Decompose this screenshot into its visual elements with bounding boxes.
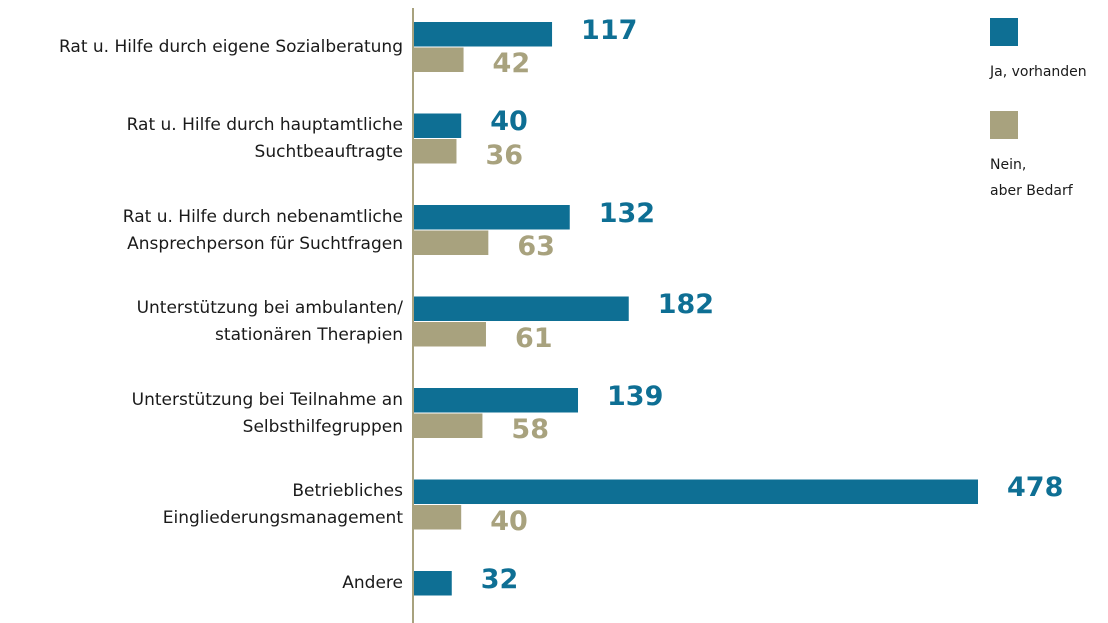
value-label: 63 bbox=[517, 231, 555, 263]
bar bbox=[414, 479, 978, 504]
bar bbox=[414, 505, 462, 530]
value-label: 36 bbox=[485, 139, 524, 171]
value-label: 139 bbox=[607, 380, 664, 412]
value-label: 42 bbox=[492, 48, 531, 80]
value-label: 40 bbox=[490, 106, 528, 138]
category-label: Unterstützung bei Teilnahme an Selbsthil… bbox=[131, 389, 403, 437]
category-label: Rat u. Hilfe durch hauptamtliche Suchtbe… bbox=[126, 115, 403, 162]
bar bbox=[414, 571, 452, 596]
legend-label: Ja, vorhanden bbox=[990, 64, 1087, 80]
value-label: 478 bbox=[1007, 472, 1064, 504]
legend-label: Nein, aber Bedarf bbox=[990, 157, 1073, 199]
category-label: Andere bbox=[342, 573, 403, 594]
bar bbox=[414, 47, 464, 72]
value-label: 58 bbox=[511, 414, 549, 446]
value-label: 40 bbox=[490, 505, 528, 537]
value-label: 182 bbox=[657, 289, 715, 321]
bar bbox=[414, 205, 570, 230]
value-label: 32 bbox=[480, 563, 519, 595]
bar bbox=[414, 230, 489, 255]
bar bbox=[414, 22, 553, 47]
bar bbox=[414, 388, 579, 413]
bar bbox=[414, 413, 483, 438]
value-label: 132 bbox=[598, 197, 656, 229]
value-label: 117 bbox=[581, 14, 638, 46]
bar bbox=[414, 113, 462, 138]
category-label: Betriebliches Eingliederungsmanagement bbox=[162, 481, 403, 528]
category-label: Rat u. Hilfe durch eigene Sozialberatung bbox=[58, 37, 403, 57]
legend-swatch bbox=[990, 111, 1018, 139]
category-label: Rat u. Hilfe durch nebenamtliche Ansprec… bbox=[122, 206, 403, 254]
bar bbox=[414, 139, 457, 164]
bar bbox=[414, 296, 629, 321]
value-label: 61 bbox=[514, 322, 553, 354]
legend-swatch bbox=[990, 18, 1018, 46]
category-label: Unterstützung bei ambulanten/ stationäre… bbox=[136, 298, 403, 345]
bar bbox=[414, 322, 486, 347]
